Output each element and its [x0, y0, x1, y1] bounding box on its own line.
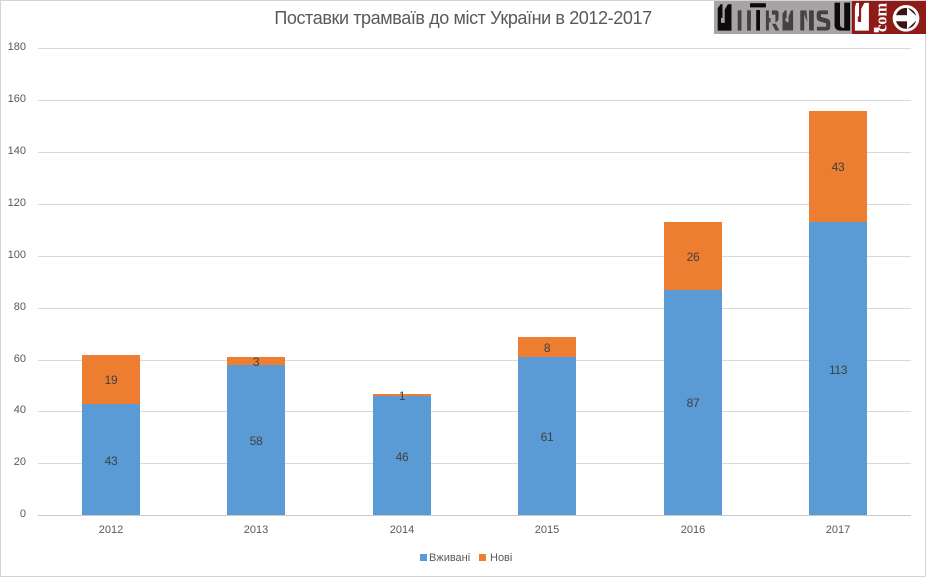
svg-text:com: com — [872, 3, 891, 32]
